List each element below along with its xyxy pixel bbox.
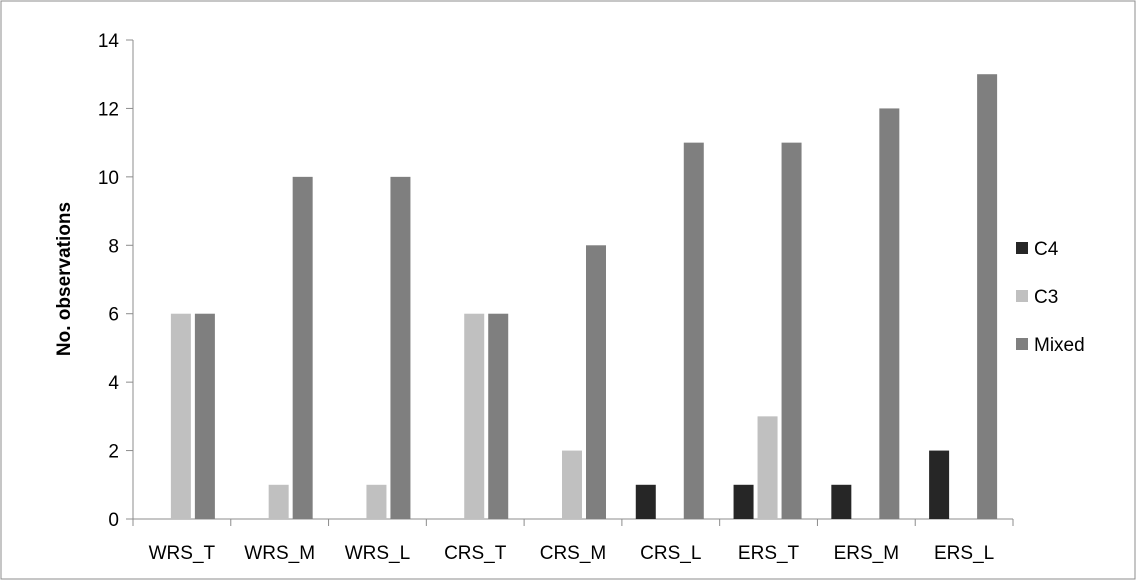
- bars: [170, 74, 998, 520]
- bar-c3-wrs_t: [170, 313, 191, 519]
- legend-swatch-c3: [1016, 290, 1028, 302]
- x-tick-label: CRS_T: [444, 543, 507, 564]
- x-tick-label: ERS_L: [934, 543, 994, 564]
- x-tick-label: WRS_M: [244, 543, 315, 564]
- x-tick-label: WRS_L: [345, 543, 410, 564]
- x-tick-label: WRS_T: [149, 543, 216, 564]
- bar-c3-ers_t: [757, 416, 778, 519]
- x-tick-label: ERS_M: [834, 543, 899, 564]
- bar-mixed-ers_l: [977, 74, 998, 519]
- bar-mixed-wrs_t: [194, 313, 215, 519]
- y-tick-label: 4: [108, 373, 119, 394]
- bar-mixed-wrs_m: [292, 176, 313, 519]
- y-tick-label: 14: [98, 31, 120, 52]
- legend: C4 C3 Mixed: [1016, 239, 1085, 356]
- x-tick-label: CRS_M: [540, 543, 607, 564]
- y-axis-title: No. observations: [54, 202, 75, 356]
- y-tick-label: 6: [108, 305, 119, 326]
- bar-c4-ers_t: [733, 484, 754, 519]
- bar-mixed-crs_t: [488, 313, 509, 519]
- bar-c4-crs_l: [635, 484, 656, 519]
- bar-mixed-crs_m: [586, 245, 606, 520]
- bar-c3-wrs_m: [268, 484, 289, 519]
- bar-mixed-ers_m: [879, 108, 900, 519]
- x-tick-label: ERS_T: [738, 543, 800, 564]
- legend-label-c3: C3: [1034, 287, 1058, 308]
- x-tick-label: CRS_L: [640, 543, 701, 564]
- y-tick-label: 0: [108, 510, 119, 531]
- legend-swatch-c4: [1016, 242, 1028, 254]
- bar-mixed-wrs_l: [390, 176, 411, 519]
- y-tick-label: 12: [98, 99, 119, 120]
- legend-swatch-mixed: [1016, 338, 1028, 350]
- bar-c3-wrs_l: [366, 484, 387, 519]
- y-axis: 0 2 4 6 8 10 12 14: [98, 31, 134, 531]
- bar-c3-crs_m: [562, 450, 582, 519]
- y-tick-label: 10: [98, 168, 119, 189]
- bar-c4-ers_m: [831, 484, 852, 519]
- y-tick-label: 8: [108, 236, 119, 257]
- bar-c3-crs_t: [464, 313, 485, 519]
- bar-mixed-ers_t: [781, 142, 802, 519]
- bar-mixed-crs_l: [683, 142, 704, 519]
- y-tick-label: 2: [108, 442, 119, 463]
- bar-c4-ers_l: [929, 450, 950, 519]
- legend-label-c4: C4: [1034, 239, 1059, 260]
- legend-label-mixed: Mixed: [1034, 335, 1085, 356]
